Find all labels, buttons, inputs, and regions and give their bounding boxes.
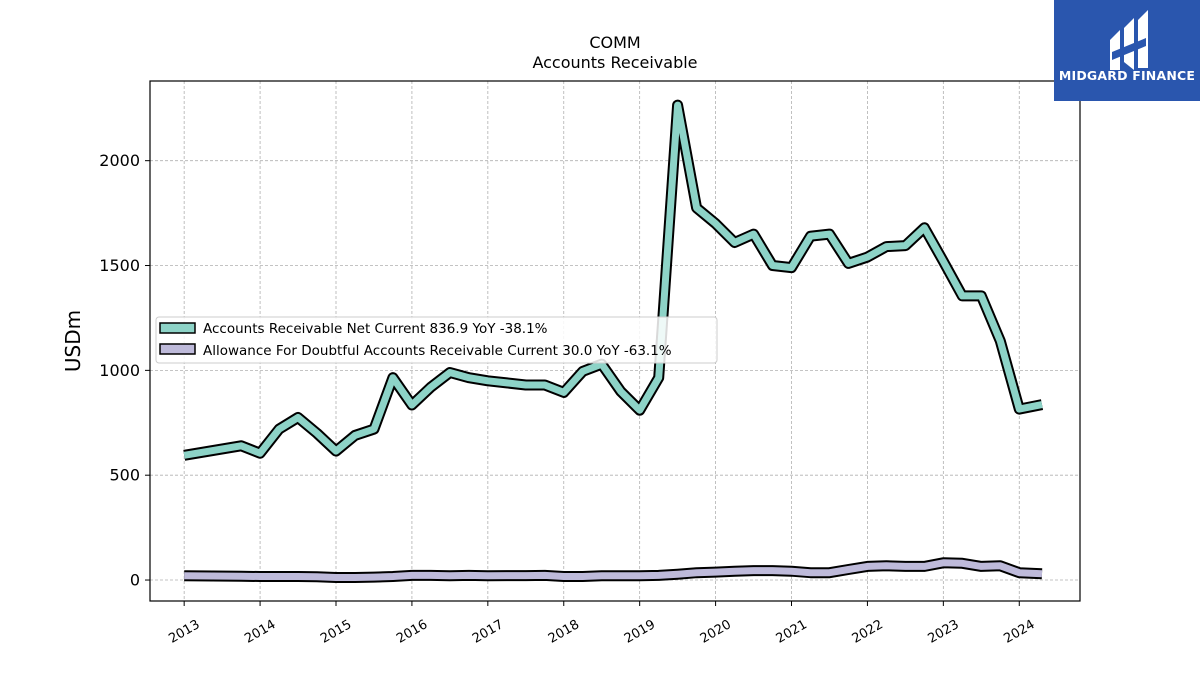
x-axis: 2013 2014 2015 2016 2017 2018 2019 2020 2021 2022… [166,601,1038,647]
x-tick-label: 2020 [698,617,734,647]
series-line-0 [183,101,1043,459]
brand-name: MIDGARD FINANCE [1059,68,1195,83]
y-axis: 0 500 1000 1500 2000 [99,151,150,590]
series-outline-0 [183,99,1044,461]
legend-box [155,316,718,364]
y-tick-label: 1000 [99,361,140,380]
chart-title: COMM [589,33,640,52]
x-tick-label: 2015 [318,617,354,647]
y-tick-label: 0 [130,571,140,590]
x-tick-label: 2022 [850,617,886,647]
x-tick-label: 2021 [774,617,810,647]
x-tick-label: 2014 [242,617,278,647]
y-tick-label: 500 [109,466,140,485]
brand-mark-icon [1110,10,1148,70]
legend: Accounts Receivable Net Current 836.9 Yo… [155,316,718,364]
series-layer [183,99,1044,583]
plot-frame [149,80,1081,602]
x-tick-label: 2024 [1001,617,1037,647]
y-tick-label: 1500 [99,256,140,275]
legend-label-allowance: Allowance For Doubtful Accounts Receivab… [203,343,672,359]
legend-label-ar-net: Accounts Receivable Net Current 836.9 Yo… [203,321,548,337]
brand-logo: MIDGARD FINANCE [1054,0,1200,101]
series-line-1 [184,559,1043,581]
x-tick-label: 2013 [166,617,202,647]
x-tick-label: 2019 [622,617,658,647]
y-tick-label: 2000 [99,151,140,170]
x-tick-label: 2018 [546,617,582,647]
x-tick-label: 2017 [470,617,506,647]
chart-subtitle: Accounts Receivable [532,53,697,72]
x-tick-label: 2023 [926,617,962,647]
legend-swatch-allowance [159,343,196,355]
x-tick-label: 2016 [394,617,430,647]
legend-swatch-ar-net [159,322,196,334]
y-axis-label: USDm [61,310,85,372]
